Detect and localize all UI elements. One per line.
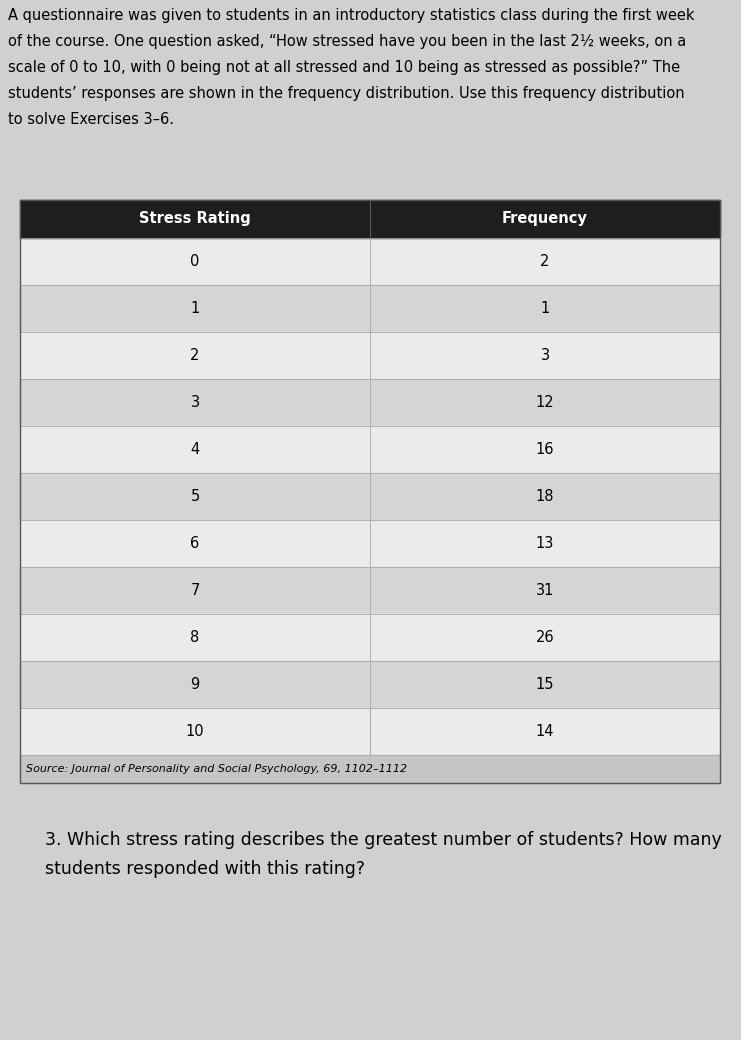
Bar xyxy=(370,332,720,379)
Text: 1: 1 xyxy=(190,301,199,316)
Bar xyxy=(20,473,370,520)
Text: 31: 31 xyxy=(536,583,554,598)
Text: A questionnaire was given to students in an introductory statistics class during: A questionnaire was given to students in… xyxy=(8,8,694,23)
Bar xyxy=(370,661,720,708)
Bar xyxy=(370,567,720,614)
Bar xyxy=(20,238,370,285)
Bar xyxy=(370,426,720,473)
Text: 8: 8 xyxy=(190,630,199,645)
Bar xyxy=(370,520,720,567)
Text: 5: 5 xyxy=(190,489,199,504)
Bar xyxy=(20,200,720,238)
Text: 13: 13 xyxy=(536,536,554,551)
Text: 12: 12 xyxy=(536,395,554,410)
Text: 14: 14 xyxy=(536,724,554,739)
Bar xyxy=(20,200,720,783)
Text: 3: 3 xyxy=(190,395,199,410)
Bar xyxy=(20,567,370,614)
Bar xyxy=(20,426,370,473)
Bar xyxy=(20,332,370,379)
Text: 15: 15 xyxy=(536,677,554,692)
Text: 26: 26 xyxy=(536,630,554,645)
Text: 6: 6 xyxy=(190,536,199,551)
Bar xyxy=(370,379,720,426)
Bar xyxy=(20,285,370,332)
Bar xyxy=(370,285,720,332)
Bar xyxy=(370,238,720,285)
Bar xyxy=(20,520,370,567)
Text: 16: 16 xyxy=(536,442,554,457)
Text: to solve Exercises 3–6.: to solve Exercises 3–6. xyxy=(8,112,174,127)
Bar xyxy=(20,661,370,708)
Text: 2: 2 xyxy=(540,254,550,269)
Bar xyxy=(20,755,720,783)
Bar xyxy=(370,473,720,520)
Bar xyxy=(20,379,370,426)
Text: 3: 3 xyxy=(540,348,550,363)
Text: scale of 0 to 10, with 0 being not at all stressed and 10 being as stressed as p: scale of 0 to 10, with 0 being not at al… xyxy=(8,60,680,75)
Bar xyxy=(370,614,720,661)
Text: Frequency: Frequency xyxy=(502,211,588,227)
Text: Source: Journal of Personality and Social Psychology, 69, 1102–1112: Source: Journal of Personality and Socia… xyxy=(26,764,407,774)
Text: Stress Rating: Stress Rating xyxy=(139,211,251,227)
Text: 9: 9 xyxy=(190,677,199,692)
Text: 3. Which stress rating describes the greatest number of students? How many
stude: 3. Which stress rating describes the gre… xyxy=(45,831,722,878)
Bar xyxy=(370,708,720,755)
Text: 18: 18 xyxy=(536,489,554,504)
Text: 1: 1 xyxy=(540,301,550,316)
Bar xyxy=(20,708,370,755)
Text: 2: 2 xyxy=(190,348,199,363)
Text: 0: 0 xyxy=(190,254,199,269)
Text: 4: 4 xyxy=(190,442,199,457)
Text: of the course. One question asked, “How stressed have you been in the last 2½ we: of the course. One question asked, “How … xyxy=(8,34,686,49)
Text: students’ responses are shown in the frequency distribution. Use this frequency : students’ responses are shown in the fre… xyxy=(8,86,685,101)
Bar xyxy=(20,614,370,661)
Text: 7: 7 xyxy=(190,583,199,598)
Text: 10: 10 xyxy=(186,724,205,739)
